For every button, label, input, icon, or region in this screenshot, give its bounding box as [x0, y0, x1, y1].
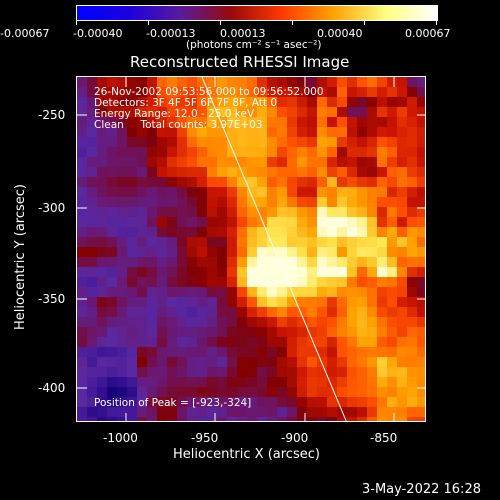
x-tick-label: -1000	[103, 431, 138, 445]
colorbar	[76, 5, 438, 21]
colorbar-tick-label: -0.00067	[0, 27, 50, 40]
colorbar-tick	[364, 21, 365, 25]
plot-title: Reconstructed RHESSI Image	[130, 53, 350, 71]
rhessi-image-canvas	[77, 77, 425, 421]
y-tick-label: -350	[38, 292, 66, 306]
y-axis-label: Heliocentric Y (arcsec)	[13, 184, 28, 330]
y-tick-label: -300	[38, 201, 66, 215]
footer-timestamp: 3-May-2022 16:28	[362, 482, 481, 497]
annotation-time-range: 26-Nov-2002 09:53:56.000 to 09:56:52.000	[94, 86, 324, 98]
annotation-peak-position: Position of Peak = [-923,-324]	[94, 397, 252, 409]
colorbar-tick	[76, 21, 77, 25]
colorbar-tick	[148, 21, 149, 25]
annotation-detectors: Detectors: 3F 4F 5F 6F 7F 8F, Att 0	[94, 97, 278, 109]
colorbar-tick	[220, 21, 221, 25]
colorbar-tick-label: 0.00013	[220, 27, 266, 40]
x-axis-label: Heliocentric X (arcsec)	[173, 447, 320, 462]
x-tick-label: -950	[191, 431, 219, 445]
colorbar-tick-label: 0.00067	[405, 27, 451, 40]
colorbar-tick	[436, 21, 437, 25]
colorbar-tick-label: -0.00013	[146, 27, 196, 40]
rhessi-image: 26-Nov-2002 09:53:56.000 to 09:56:52.000…	[76, 76, 426, 422]
colorbar-tick-label: -0.00040	[73, 27, 123, 40]
x-tick-label: -900	[281, 431, 309, 445]
annotation-method-counts: Clean Total counts: 3.97E+03	[94, 119, 263, 131]
colorbar-units: (photons cm⁻² s⁻¹ asec⁻²)	[186, 39, 322, 51]
solar-limb-line	[201, 77, 347, 421]
colorbar-tick-label: 0.00040	[317, 27, 363, 40]
y-tick-label: -400	[38, 381, 66, 395]
image-pixels	[77, 77, 425, 421]
axis-ticks	[77, 77, 425, 421]
annotation-energy-range: Energy Range: 12.0 - 25.0 keV	[94, 108, 255, 120]
y-tick-label: -250	[38, 108, 66, 122]
x-tick-label: -850	[370, 431, 398, 445]
colorbar-tick	[292, 21, 293, 25]
